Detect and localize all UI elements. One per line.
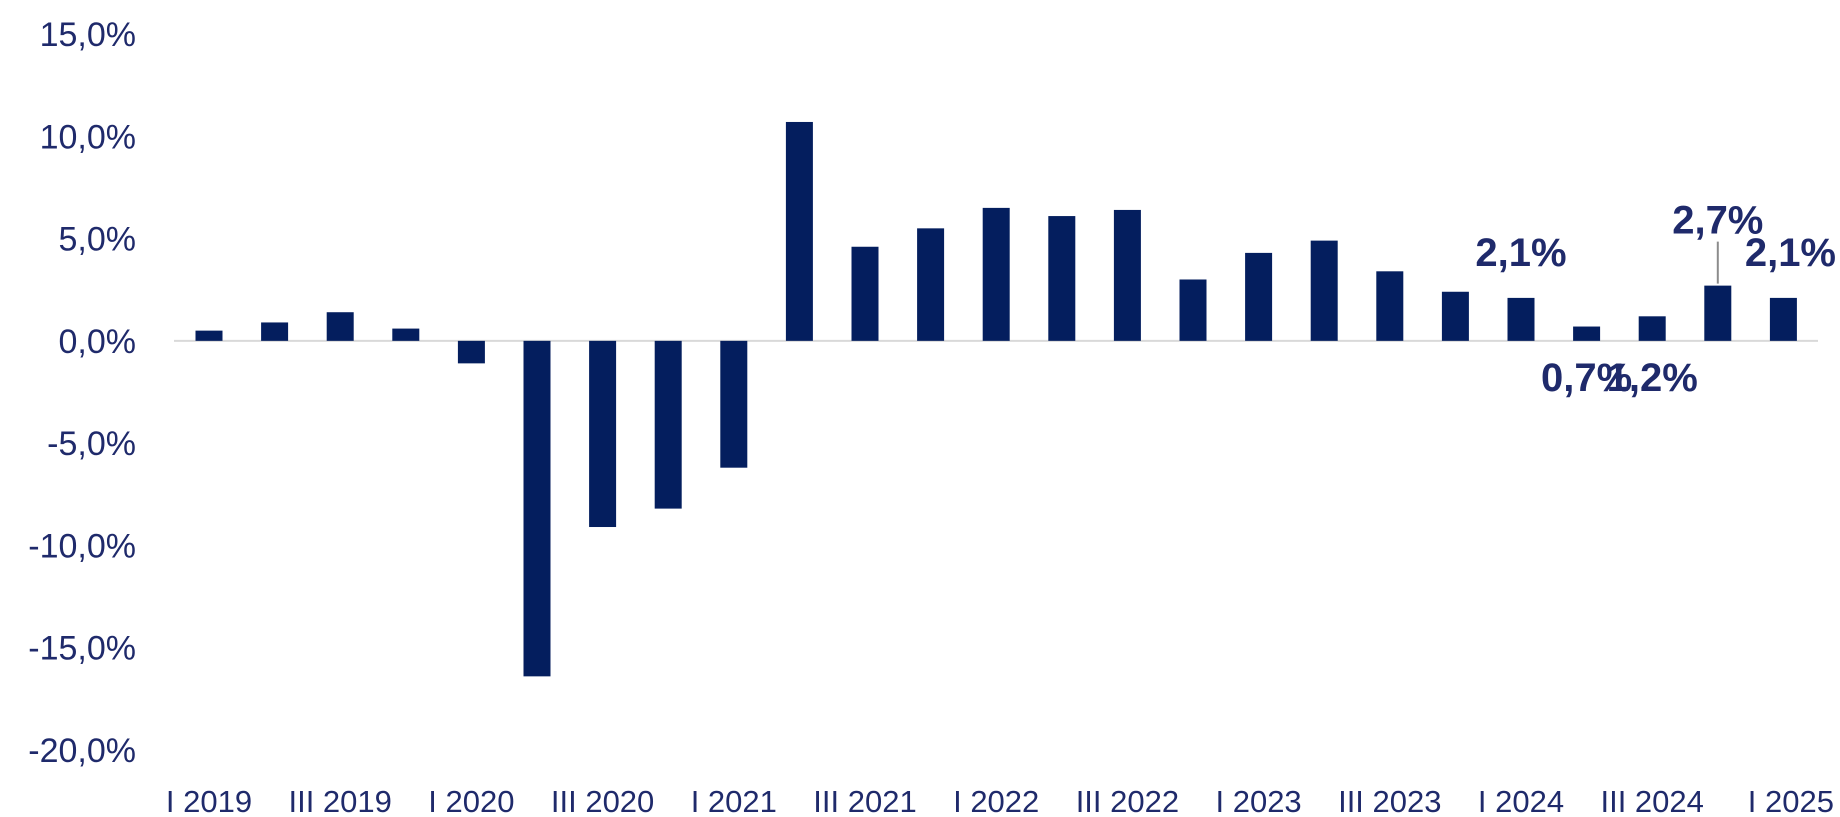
x-axis-ticks: I 2019 III 2019 I 2020 III 2020 I 2021 III 20… <box>166 784 1834 817</box>
bar <box>654 340 682 509</box>
bar <box>1441 291 1469 341</box>
bar <box>392 328 420 341</box>
bar <box>195 330 223 341</box>
x-tick-label: I 2019 <box>166 784 252 817</box>
y-tick-label: 5,0% <box>59 221 137 259</box>
bar <box>1179 279 1207 341</box>
data-label: 1,2% <box>1607 356 1698 400</box>
data-labels: 2,1%0,7%1,2%2,7%2,1% <box>1475 199 1836 400</box>
x-tick-label: III 2020 <box>551 784 654 817</box>
bar <box>851 246 879 341</box>
x-tick-label: III 2021 <box>813 784 916 817</box>
bar <box>261 322 289 341</box>
y-tick-label: -5,0% <box>47 425 136 463</box>
y-tick-label: -20,0% <box>28 732 136 770</box>
bar <box>1638 316 1666 341</box>
x-tick-label: I 2022 <box>953 784 1039 817</box>
y-tick-label: -15,0% <box>28 630 136 668</box>
bar <box>1573 326 1601 341</box>
y-tick-label: -10,0% <box>28 527 136 565</box>
x-tick-label: I 2021 <box>691 784 777 817</box>
bar <box>720 340 748 468</box>
bar <box>785 121 813 341</box>
x-tick-label: I 2023 <box>1215 784 1301 817</box>
bar <box>589 340 617 528</box>
x-tick-label: I 2025 <box>1748 784 1834 817</box>
y-tick-label: 10,0% <box>40 118 136 156</box>
y-tick-label: 0,0% <box>59 323 137 361</box>
bar <box>1113 209 1141 341</box>
data-label: 2,1% <box>1745 231 1836 275</box>
bar <box>457 340 485 364</box>
bar <box>1376 271 1404 341</box>
data-label: 2,1% <box>1475 231 1566 275</box>
bar <box>1507 297 1535 341</box>
x-tick-label: III 2022 <box>1076 784 1179 817</box>
x-tick-label: III 2019 <box>288 784 391 817</box>
bar <box>1245 252 1273 341</box>
x-tick-label: I 2024 <box>1478 784 1564 817</box>
bar <box>523 340 551 677</box>
data-label: 2,7% <box>1672 199 1763 243</box>
bar <box>1310 240 1338 341</box>
bar <box>326 312 354 341</box>
x-tick-label: I 2020 <box>428 784 514 817</box>
bar <box>1704 285 1732 341</box>
y-axis-ticks: 15,0% 10,0% 5,0% 0,0% -5,0% -10,0% -15,0% -20,0… <box>28 16 136 770</box>
x-tick-label: III 2024 <box>1600 784 1703 817</box>
bar <box>982 207 1010 341</box>
y-tick-label: 15,0% <box>40 16 136 54</box>
bar <box>1048 216 1076 341</box>
bars <box>195 121 1797 677</box>
bar <box>1769 297 1797 341</box>
data-label: 0,7% <box>1541 356 1632 400</box>
bar <box>917 228 945 341</box>
x-tick-label: III 2023 <box>1338 784 1441 817</box>
